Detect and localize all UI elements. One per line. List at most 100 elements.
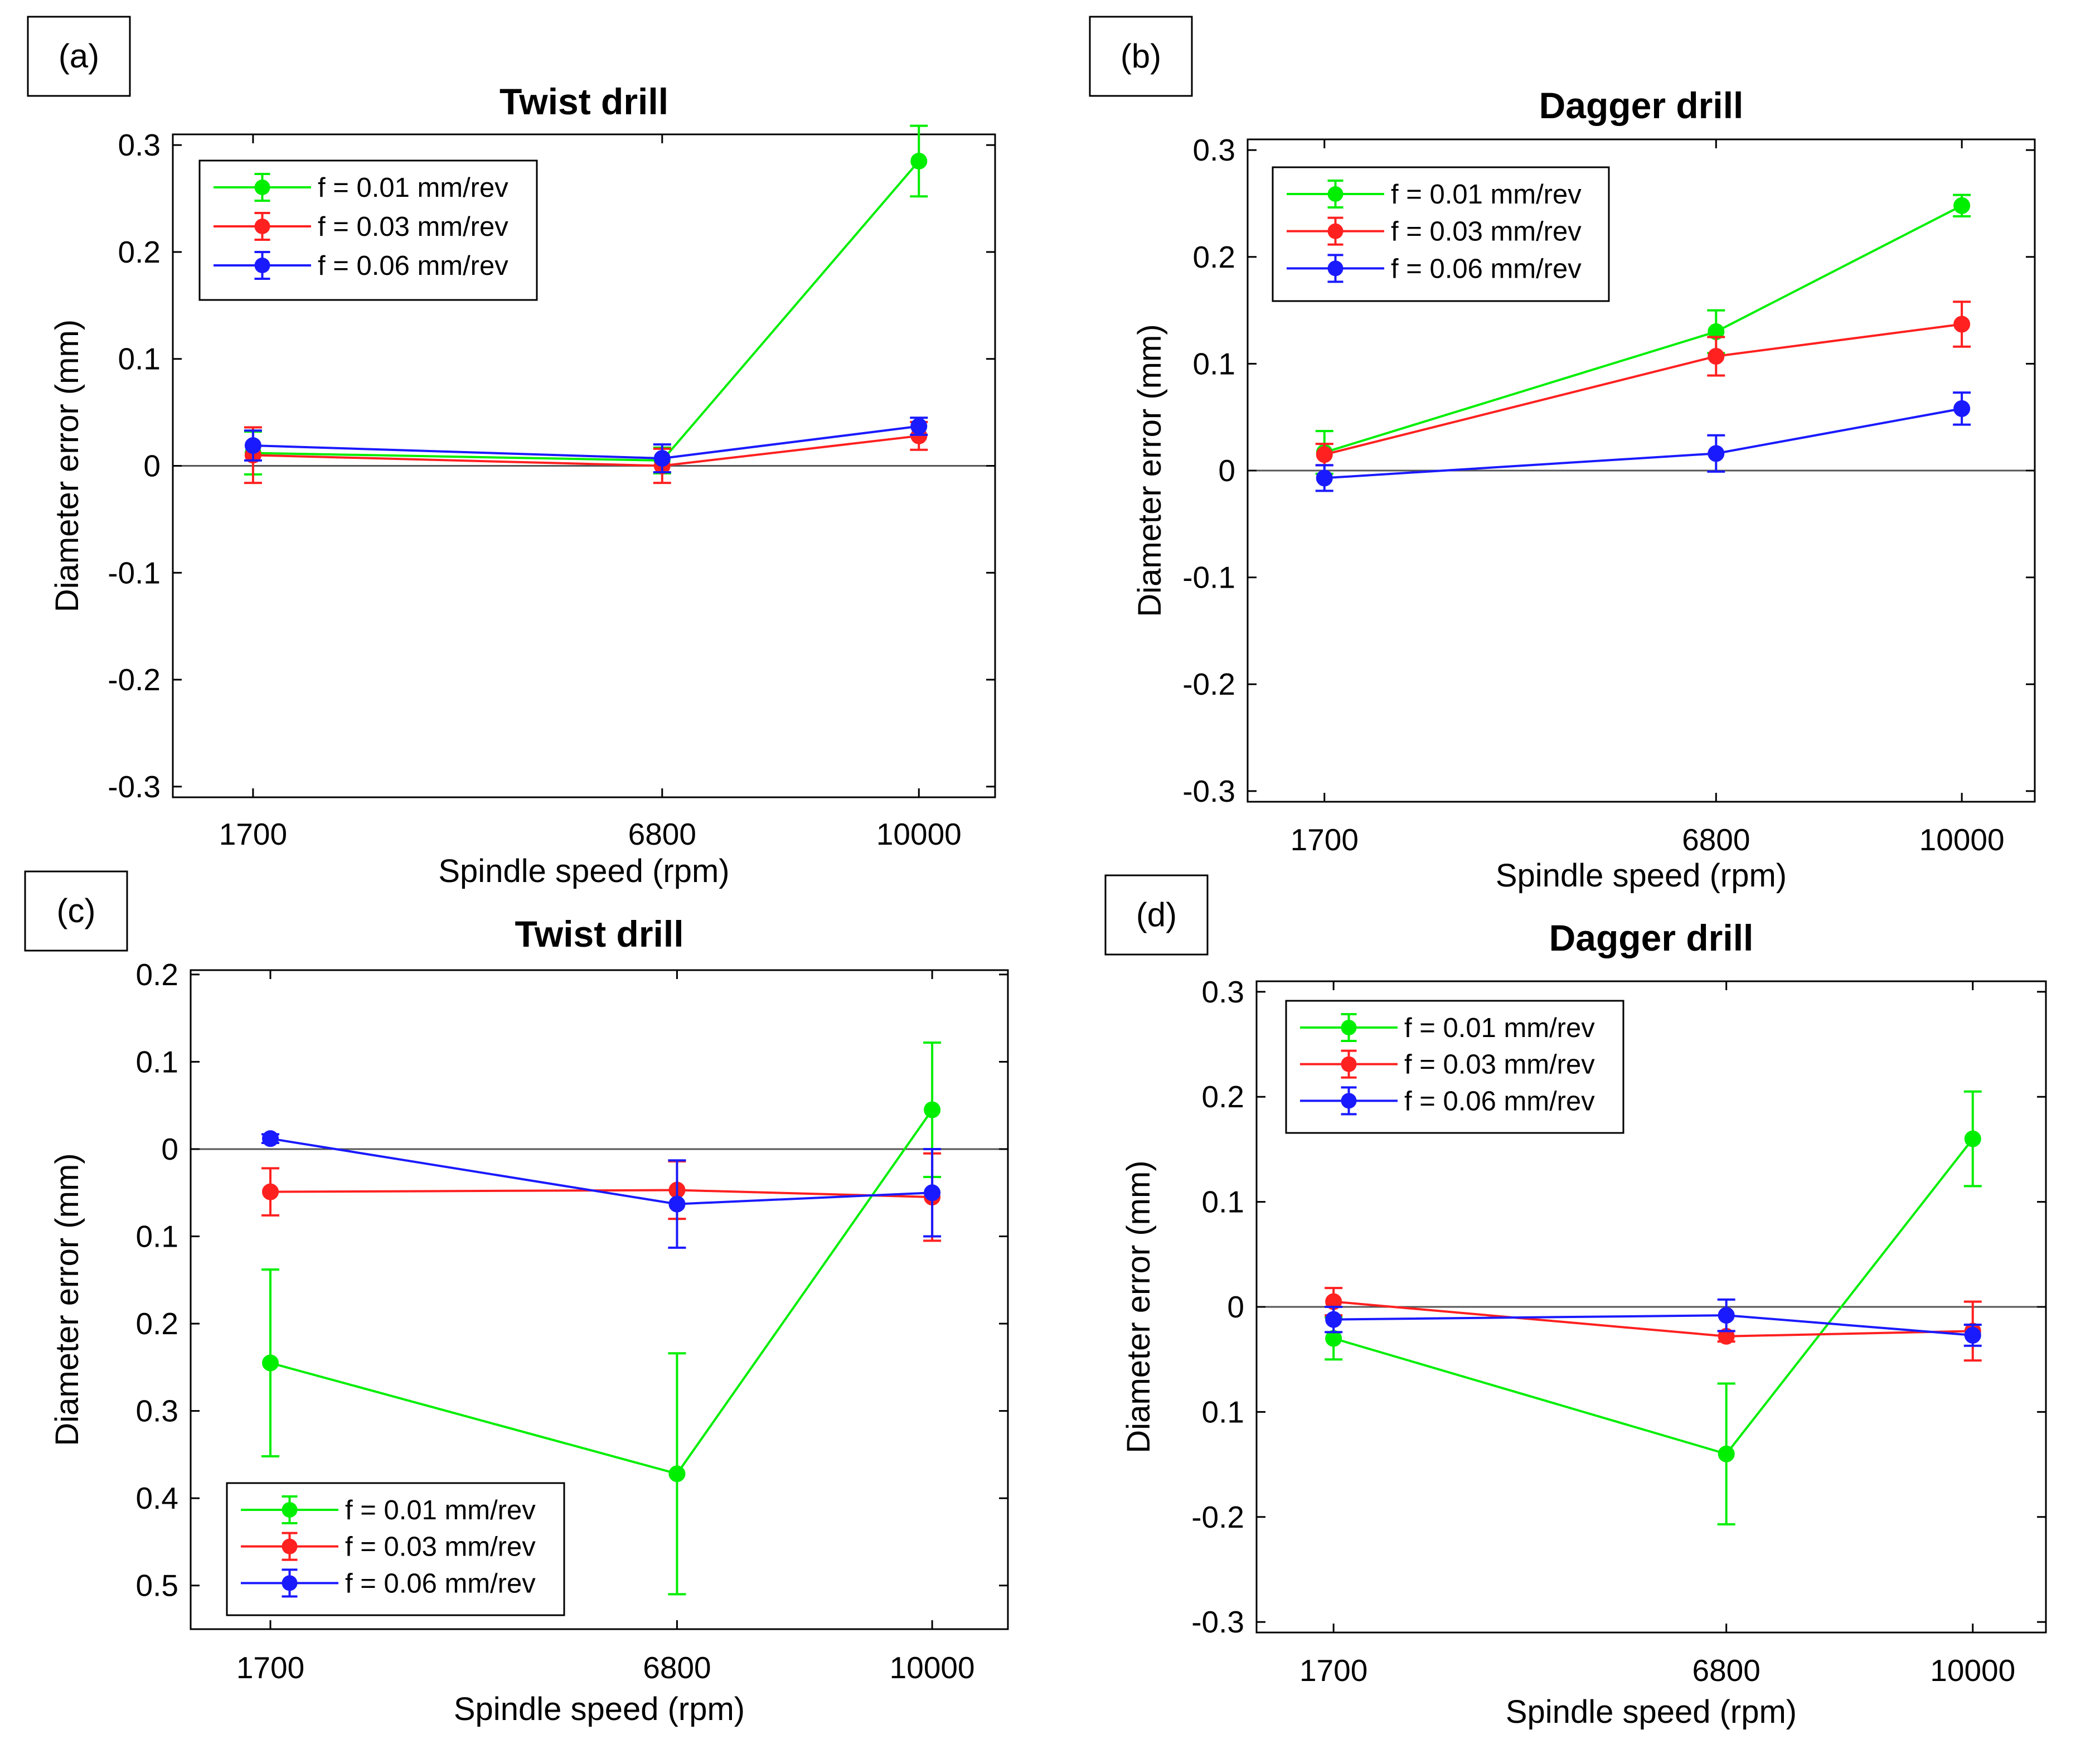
- legend-label-blue: f = 0.06 mm/rev: [1404, 1086, 1595, 1116]
- legend-marker-green: [254, 180, 270, 195]
- x-tick-label: 10000: [1930, 1653, 2015, 1688]
- x-axis-label: Spindle speed (rpm): [454, 1691, 745, 1727]
- y-tick-label: -0.1: [108, 555, 161, 590]
- y-tick-label: 0: [161, 1132, 178, 1166]
- chart-title: Twist drill: [499, 81, 668, 122]
- x-tick-label: 10000: [876, 817, 962, 851]
- x-tick-label: 6800: [643, 1650, 711, 1685]
- data-point-red: [1316, 446, 1333, 463]
- x-tick-label: 6800: [1682, 822, 1750, 857]
- y-tick-label: -0.3: [1182, 774, 1235, 808]
- legend-label-red: f = 0.03 mm/rev: [1391, 217, 1582, 247]
- x-tick-label: 6800: [628, 817, 696, 851]
- data-point-green: [924, 1101, 941, 1118]
- panel-label: (a): [59, 37, 99, 75]
- legend: f = 0.01 mm/rev f = 0.03 mm/rev f = 0.06 m…: [1285, 1000, 1624, 1134]
- panel-label-box: [1104, 874, 1209, 956]
- x-axis-label: Spindle speed (rpm): [1506, 1694, 1797, 1730]
- data-point-red: [1708, 347, 1725, 365]
- x-tick-label: 10000: [1919, 822, 2005, 857]
- data-point-blue: [262, 1130, 279, 1147]
- data-point-blue: [1316, 469, 1333, 487]
- legend-label-green: f = 0.01 mm/rev: [318, 173, 508, 203]
- x-tick-label: 1700: [236, 1650, 304, 1685]
- y-tick-label: 0.2: [136, 957, 178, 992]
- y-tick-label: 0.1: [1202, 1394, 1244, 1429]
- y-tick-label: -0.1: [1182, 560, 1235, 595]
- y-tick-label: 0.3: [118, 128, 161, 162]
- data-point-blue: [244, 437, 261, 454]
- legend-marker-red: [1341, 1056, 1357, 1072]
- chart-panel-b: (b) Dagger drill -0.3 -0.2 -0.1 0 0.1 0.2 0.3 170…: [1089, 16, 2036, 894]
- y-axis-label: Diameter error (mm): [1132, 324, 1168, 617]
- x-axis-label: Spindle speed (rpm): [438, 853, 729, 889]
- legend: f = 0.01 mm/rev f = 0.03 mm/rev f = 0.06 m…: [198, 159, 538, 301]
- y-tick-label: 0.3: [136, 1394, 178, 1428]
- legend-label-green: f = 0.01 mm/rev: [1391, 180, 1582, 210]
- chart-title: Twist drill: [515, 913, 683, 955]
- panel-label-box: [27, 16, 131, 97]
- legend-marker-blue: [1341, 1093, 1357, 1109]
- legend: f = 0.01 mm/rev f = 0.03 mm/rev f = 0.06 m…: [1272, 166, 1610, 302]
- legend-label-blue: f = 0.06 mm/rev: [318, 251, 508, 281]
- y-tick-label: -0.2: [108, 662, 161, 697]
- legend-marker-red: [254, 219, 270, 234]
- legend-marker-green: [1341, 1020, 1357, 1035]
- x-tick-label: 1700: [219, 817, 287, 851]
- data-point-green: [1953, 197, 1971, 214]
- y-tick-label: 0: [143, 449, 161, 483]
- y-tick-label: 0.3: [1193, 133, 1235, 167]
- y-tick-label: 0.1: [1202, 1185, 1244, 1219]
- legend-label-green: f = 0.01 mm/rev: [345, 1495, 536, 1525]
- y-tick-label: 0.3: [1202, 975, 1244, 1009]
- panel-label: (b): [1121, 37, 1161, 75]
- y-tick-label: 0.4: [136, 1481, 178, 1515]
- chart-title: Dagger drill: [1549, 917, 1754, 958]
- legend: f = 0.01 mm/rev f = 0.03 mm/rev f = 0.06 m…: [226, 1482, 565, 1616]
- legend-marker-green: [282, 1502, 298, 1518]
- legend-marker-green: [1327, 186, 1344, 202]
- y-tick-label: 0.1: [136, 1219, 178, 1253]
- data-point-blue: [1708, 445, 1725, 462]
- legend-marker-blue: [282, 1575, 298, 1591]
- panel-label: (d): [1136, 896, 1177, 933]
- x-tick-label: 6800: [1692, 1653, 1760, 1688]
- y-tick-label: 0.1: [118, 342, 161, 376]
- data-point-blue: [668, 1195, 686, 1213]
- y-axis-label: Diameter error (mm): [49, 319, 85, 612]
- data-point-blue: [1964, 1326, 1981, 1344]
- x-tick-label: 10000: [890, 1650, 975, 1685]
- y-tick-label: 0: [1218, 453, 1235, 488]
- x-axis-label: Spindle speed (rpm): [1496, 858, 1787, 894]
- legend-label-blue: f = 0.06 mm/rev: [1391, 254, 1582, 284]
- y-tick-label: 0.2: [118, 235, 161, 269]
- y-tick-label: 0.1: [1193, 346, 1235, 381]
- legend-label-red: f = 0.03 mm/rev: [345, 1532, 536, 1562]
- legend-label-red: f = 0.03 mm/rev: [1404, 1050, 1595, 1080]
- data-point-blue: [1718, 1307, 1735, 1324]
- data-point-blue: [924, 1184, 941, 1202]
- data-point-green: [1718, 1445, 1735, 1462]
- legend-label-red: f = 0.03 mm/rev: [318, 212, 508, 242]
- y-tick-label: -0.3: [1191, 1605, 1244, 1639]
- y-axis-label: Diameter error (mm): [49, 1153, 85, 1446]
- data-point-green: [1964, 1130, 1981, 1147]
- chart-panel-c: (c) Twist drill 0.5 0.4 0.3 0.2 0.1 0 0.1 0.2 1700…: [24, 870, 1009, 1727]
- y-tick-label: -0.2: [1182, 667, 1235, 701]
- x-tick-label: 1700: [1291, 822, 1359, 857]
- y-axis-label: Diameter error (mm): [1121, 1160, 1157, 1453]
- legend-marker-red: [1327, 223, 1344, 239]
- legend-label-green: f = 0.01 mm/rev: [1404, 1013, 1595, 1043]
- y-tick-label: 0.5: [136, 1568, 178, 1603]
- legend-label-blue: f = 0.06 mm/rev: [345, 1568, 536, 1598]
- y-tick-label: 0: [1227, 1290, 1244, 1324]
- data-point-blue: [910, 418, 928, 435]
- y-tick-label: -0.2: [1191, 1500, 1244, 1534]
- data-point-blue: [1325, 1311, 1342, 1328]
- y-tick-label: 0.2: [1202, 1079, 1244, 1114]
- x-tick-label: 1700: [1299, 1653, 1367, 1688]
- chart-title: Dagger drill: [1539, 85, 1744, 126]
- y-tick-label: 0.2: [1193, 240, 1235, 274]
- data-point-blue: [653, 450, 671, 467]
